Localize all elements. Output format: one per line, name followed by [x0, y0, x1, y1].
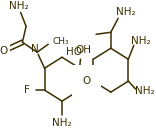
Text: O: O — [0, 46, 7, 56]
Text: NH₂: NH₂ — [131, 36, 151, 46]
Text: CH₃: CH₃ — [53, 37, 69, 46]
Text: NH₂: NH₂ — [52, 118, 72, 128]
Text: OH: OH — [75, 45, 91, 55]
Text: O: O — [82, 76, 90, 86]
Text: N: N — [31, 44, 38, 54]
Text: NH₂: NH₂ — [9, 1, 29, 11]
Text: HO: HO — [66, 47, 82, 57]
Text: F: F — [24, 85, 30, 95]
Text: NH₂: NH₂ — [116, 7, 135, 17]
Text: NH₂: NH₂ — [135, 86, 155, 96]
